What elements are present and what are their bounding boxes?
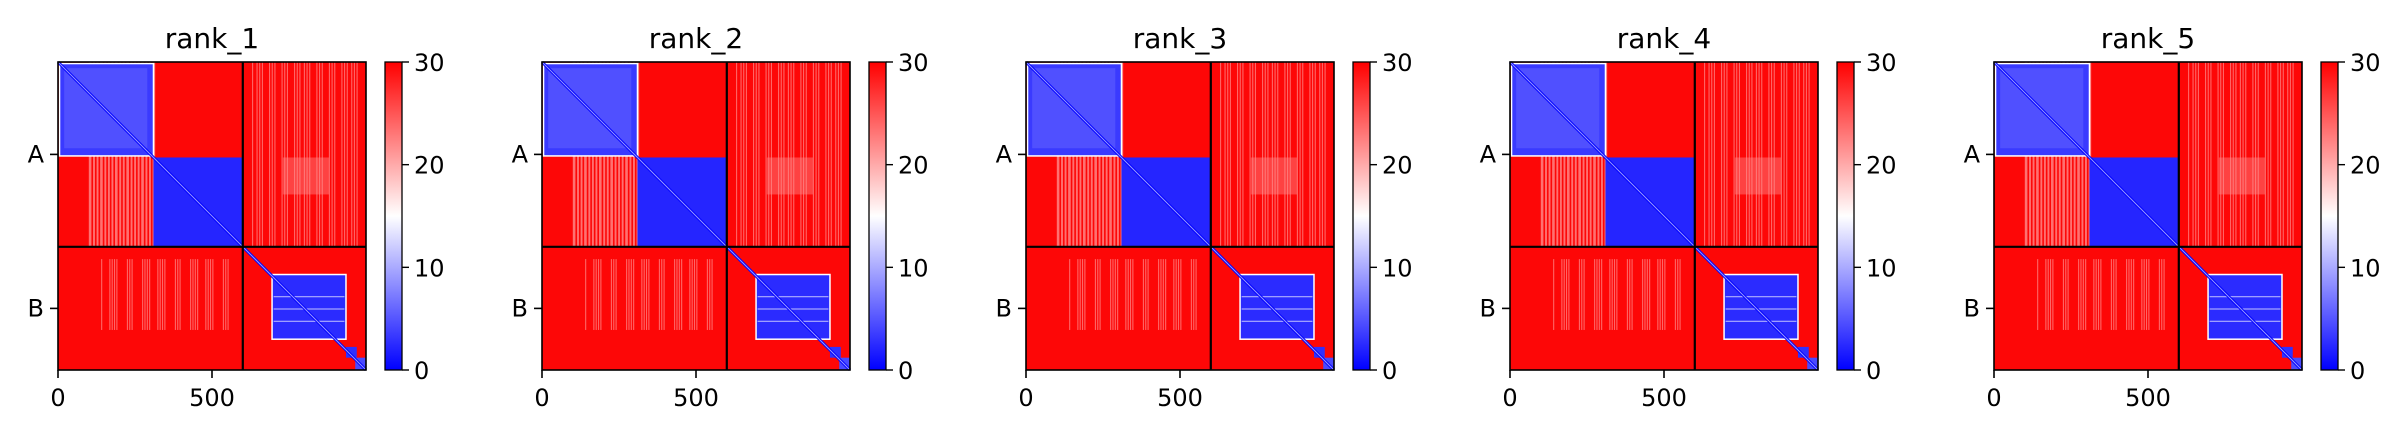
colorbar-tick-label: 10 bbox=[1866, 254, 1897, 282]
colorbar-tick-label: 0 bbox=[1866, 357, 1881, 385]
colorbar-tick-label: 0 bbox=[1382, 357, 1397, 385]
chain-label-A: A bbox=[996, 140, 1013, 168]
pae-panel-3: rank_3 0 500 A B 0 10 20 30 bbox=[996, 22, 1413, 412]
x-tick-label: 0 bbox=[50, 384, 65, 412]
colorbar-tick-label: 30 bbox=[898, 49, 929, 77]
panel-title: rank_2 bbox=[649, 22, 743, 55]
panel-title: rank_4 bbox=[1617, 22, 1711, 55]
x-tick-label: 500 bbox=[189, 384, 235, 412]
x-tick-label: 500 bbox=[1157, 384, 1203, 412]
colorbar-tick-label: 20 bbox=[1866, 152, 1897, 180]
panel-title: rank_1 bbox=[165, 22, 259, 55]
chain-label-B: B bbox=[1480, 294, 1496, 322]
colorbar bbox=[1836, 61, 1855, 371]
chain-label-B: B bbox=[512, 294, 528, 322]
x-tick-label: 500 bbox=[673, 384, 719, 412]
colorbar-tick-label: 30 bbox=[1382, 49, 1413, 77]
x-tick-label: 500 bbox=[1641, 384, 1687, 412]
colorbar-tick-label: 10 bbox=[1382, 254, 1413, 282]
chain-label-A: A bbox=[28, 140, 45, 168]
x-tick-label: 0 bbox=[534, 384, 549, 412]
chain-label-A: A bbox=[1964, 140, 1981, 168]
colorbar bbox=[384, 61, 403, 371]
colorbar bbox=[868, 61, 887, 371]
chain-label-B: B bbox=[1964, 294, 1980, 322]
colorbar-tick-label: 30 bbox=[2350, 49, 2381, 77]
colorbar-tick-label: 20 bbox=[1382, 152, 1413, 180]
x-tick-label: 500 bbox=[2125, 384, 2171, 412]
colorbar-tick-label: 10 bbox=[898, 254, 929, 282]
x-tick-label: 0 bbox=[1018, 384, 1033, 412]
domain-block bbox=[1723, 273, 1799, 340]
colorbar-tick-label: 20 bbox=[414, 152, 445, 180]
panel-title: rank_5 bbox=[2101, 22, 2195, 55]
pae-panel-1: rank_1 0 500 A B 0 10 20 30 bbox=[28, 22, 445, 412]
colorbar-tick-label: 20 bbox=[898, 152, 929, 180]
x-tick-label: 0 bbox=[1502, 384, 1517, 412]
domain-block bbox=[1239, 273, 1315, 340]
colorbar-tick-label: 0 bbox=[414, 357, 429, 385]
chain-label-A: A bbox=[1480, 140, 1497, 168]
colorbar-tick-label: 20 bbox=[2350, 152, 2381, 180]
colorbar bbox=[2320, 61, 2339, 371]
colorbar-tick-label: 10 bbox=[2350, 254, 2381, 282]
domain-block bbox=[271, 273, 347, 340]
x-tick-label: 0 bbox=[1986, 384, 2001, 412]
domain-block bbox=[2207, 273, 2283, 340]
pae-panel-2: rank_2 0 500 A B 0 10 20 30 bbox=[512, 22, 929, 412]
panel-title: rank_3 bbox=[1133, 22, 1227, 55]
colorbar-tick-label: 0 bbox=[2350, 357, 2365, 385]
chain-label-B: B bbox=[996, 294, 1012, 322]
colorbar-tick-label: 30 bbox=[414, 49, 445, 77]
colorbar-tick-label: 30 bbox=[1866, 49, 1897, 77]
colorbar bbox=[1352, 61, 1371, 371]
domain-block bbox=[755, 273, 831, 340]
colorbar-tick-label: 10 bbox=[414, 254, 445, 282]
pae-panel-4: rank_4 0 500 A B 0 10 20 30 bbox=[1480, 22, 1897, 412]
pae-panel-5: rank_5 0 500 A B 0 10 20 30 bbox=[1964, 22, 2381, 412]
chain-label-A: A bbox=[512, 140, 529, 168]
colorbar-tick-label: 0 bbox=[898, 357, 913, 385]
chain-label-B: B bbox=[28, 294, 44, 322]
